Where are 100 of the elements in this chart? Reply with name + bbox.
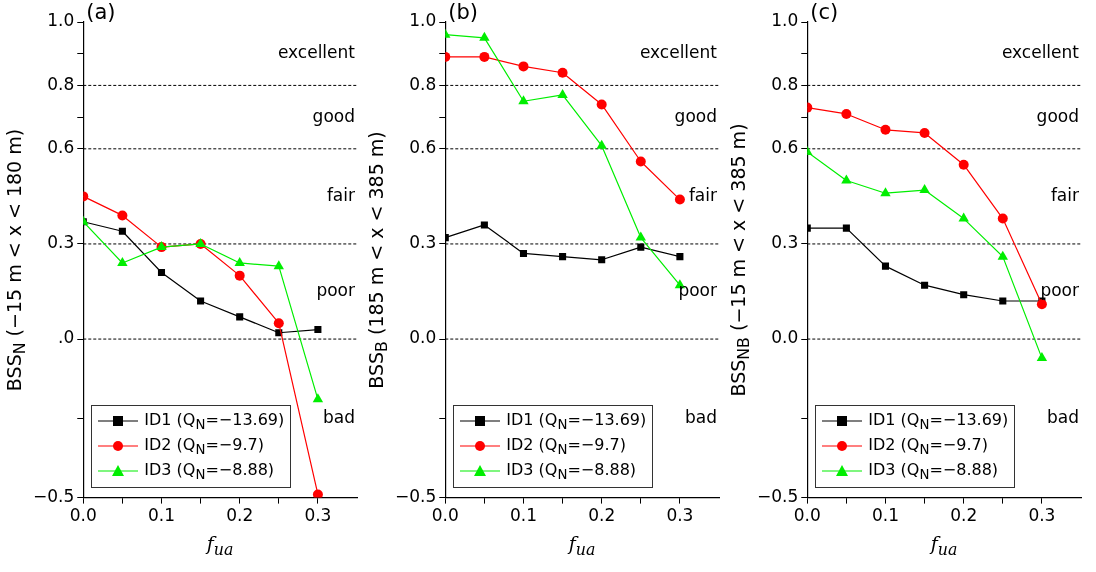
point — [557, 88, 568, 98]
x-tick-label: 0.0 — [431, 505, 459, 526]
x-tick-label: 0.0 — [69, 505, 97, 526]
point — [596, 139, 607, 149]
legend-label: ID3 (Q$_{N}$=−8.88) — [506, 460, 637, 483]
x-axis-title: f$_{ua}$ — [568, 531, 596, 559]
point — [559, 253, 567, 261]
point — [919, 127, 930, 138]
point — [635, 156, 646, 167]
x-tick-label: 0.3 — [666, 505, 694, 526]
annotation: poor — [1040, 279, 1079, 300]
y-tick-label: −0.5 — [757, 486, 799, 507]
point — [842, 224, 850, 232]
point — [557, 67, 568, 78]
point — [234, 256, 245, 266]
point — [234, 270, 245, 281]
point — [921, 281, 929, 289]
y-tick-label: 1.0 — [47, 10, 75, 31]
point — [881, 262, 890, 270]
point — [273, 318, 284, 329]
x-axis-title: f$_{ua}$ — [930, 531, 958, 559]
point — [157, 268, 166, 277]
point — [479, 31, 490, 41]
annotation: good — [674, 105, 717, 126]
y-tick-label: 1.0 — [771, 10, 799, 31]
point — [598, 256, 606, 264]
point — [518, 95, 529, 105]
y-tick-label: −0.5 — [33, 486, 75, 507]
x-tick-label: 0.2 — [588, 505, 616, 526]
x-tick-label: 0.2 — [226, 505, 254, 526]
point — [919, 184, 930, 194]
point — [1036, 352, 1048, 362]
point — [841, 108, 852, 119]
chart-title: (a) — [86, 0, 116, 24]
point — [518, 61, 529, 72]
annotation: bad — [1047, 406, 1079, 427]
point — [960, 291, 968, 299]
y-tick-label: 1.0 — [409, 10, 437, 31]
x-tick-label: 0.0 — [793, 505, 821, 526]
y-tick-label: .0 — [58, 327, 75, 348]
x-tick-label: 0.1 — [871, 505, 900, 526]
point — [117, 210, 128, 221]
y-tick-label: 0.0 — [409, 327, 437, 348]
y-tick-label: −0.5 — [395, 486, 437, 507]
legend-label: ID2 (Q$_{N}$=−9.7) — [506, 435, 626, 458]
point — [197, 297, 205, 305]
point — [117, 256, 128, 266]
legend-label: ID3 (Q$_{N}$=−8.88) — [868, 460, 999, 483]
point — [480, 221, 488, 229]
annotation: bad — [323, 406, 355, 427]
point — [236, 313, 244, 321]
y-tick-label: 0.0 — [771, 327, 799, 348]
point — [997, 250, 1008, 260]
legend-label: ID2 (Q$_{N}$=−9.7) — [144, 435, 264, 458]
point — [479, 51, 490, 62]
y-tick-label: 0.8 — [771, 73, 799, 94]
legend-label: ID1 (Q$_{N}$=−13.69) — [506, 410, 647, 433]
annotation: excellent — [639, 42, 718, 63]
point — [312, 393, 324, 403]
legend-label: ID3 (Q$_{N}$=−8.88) — [144, 460, 275, 483]
point — [958, 159, 969, 170]
point — [676, 253, 684, 261]
point — [997, 213, 1008, 224]
annotation: bad — [685, 406, 717, 427]
annotation: good — [312, 105, 355, 126]
y-tick-label: 0.8 — [47, 73, 75, 94]
x-tick-label: 0.3 — [1028, 505, 1056, 526]
annotation: fair — [1050, 184, 1079, 205]
x-axis-title: f$_{ua}$ — [206, 531, 234, 559]
legend-label: ID1 (Q$_{N}$=−13.69) — [868, 410, 1009, 433]
chart-title: (c) — [810, 0, 839, 24]
y-tick-label: 0.6 — [771, 137, 799, 158]
point — [519, 249, 528, 257]
y-tick-label: 0.3 — [409, 232, 437, 253]
point — [880, 187, 891, 197]
y-tick-label: 0.6 — [47, 137, 75, 158]
annotation: fair — [326, 184, 355, 205]
x-tick-label: 0.3 — [304, 505, 332, 526]
point — [880, 124, 891, 135]
x-tick-label: 0.2 — [950, 505, 978, 526]
y-tick-label: 0.3 — [47, 232, 75, 253]
point — [841, 174, 852, 184]
x-tick-label: 0.1 — [509, 505, 538, 526]
annotation: excellent — [1001, 42, 1080, 63]
legend-label: ID1 (Q$_{N}$=−13.69) — [144, 410, 285, 433]
y-tick-label: 0.6 — [409, 137, 437, 158]
annotation: poor — [678, 279, 717, 300]
point — [999, 297, 1007, 305]
point — [674, 194, 685, 205]
y-tick-label: 0.3 — [771, 232, 799, 253]
y-tick-label: 0.8 — [409, 73, 437, 94]
x-tick-label: 0.1 — [147, 505, 176, 526]
point — [118, 227, 126, 235]
point — [312, 489, 323, 498]
annotation: fair — [688, 184, 717, 205]
annotation: poor — [316, 279, 355, 300]
point — [958, 212, 969, 222]
annotation: good — [1036, 105, 1079, 126]
point — [1036, 299, 1047, 310]
chart-title: (b) — [448, 0, 478, 24]
